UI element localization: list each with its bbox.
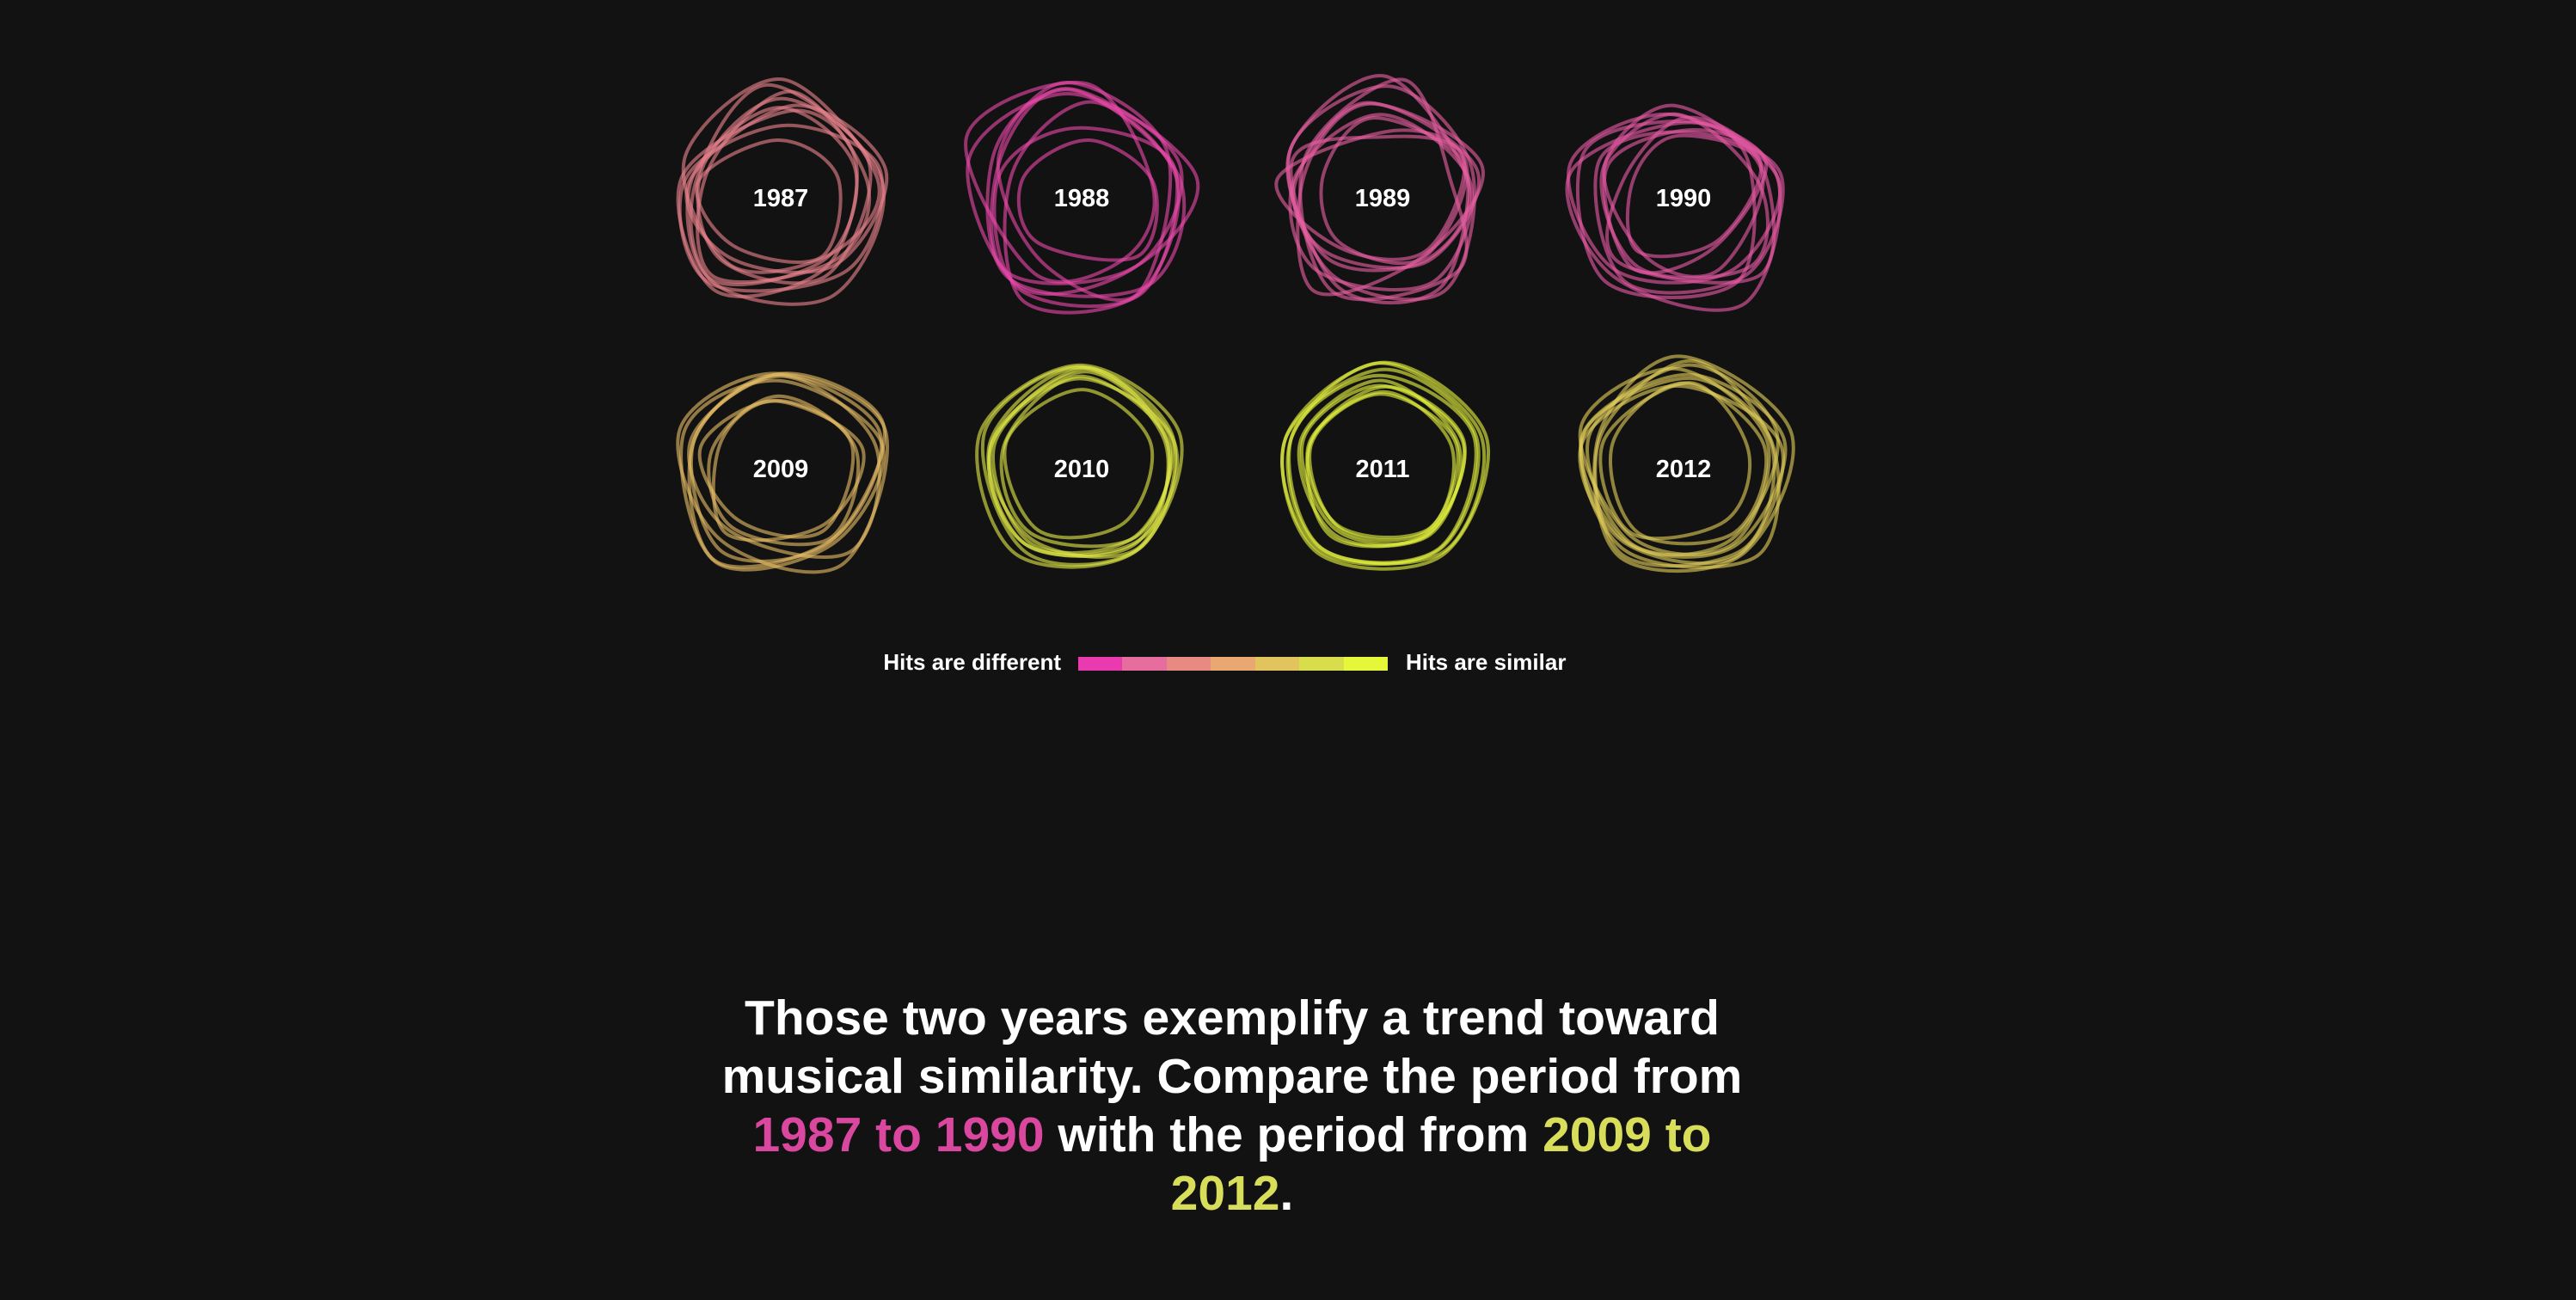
radar-glyph-2010: 2010 — [975, 363, 1184, 569]
radar-curve — [678, 123, 885, 293]
radar-curve — [1567, 112, 1782, 285]
legend-label-different: Hits are different — [883, 649, 1061, 675]
radar-glyph-2011: 2011 — [1280, 360, 1491, 571]
radar-curve — [996, 81, 1173, 302]
radar-curve — [1003, 100, 1181, 315]
radar-glyph-chart: 1987 1988 1989 1990 2009 2010 2011 2012 — [676, 74, 1795, 574]
year-label-1988: 1988 — [1054, 185, 1110, 212]
radar-curve — [1609, 381, 1769, 546]
radar-curve — [980, 365, 1178, 567]
radar-curve — [1593, 130, 1785, 295]
radar-curve — [676, 108, 859, 298]
legend-color-scale — [1078, 657, 1388, 671]
year-label-2012: 2012 — [1656, 456, 1712, 483]
caption-line-1: Those two years exemplify a trend toward — [745, 990, 1720, 1046]
radar-curve — [1602, 127, 1769, 275]
radar-curve — [711, 399, 866, 543]
radar-curve — [1593, 359, 1776, 568]
radar-glyph-1988: 1988 — [964, 80, 1200, 315]
radar-curve — [681, 77, 881, 274]
radar-curve — [1289, 134, 1470, 305]
radar-curve — [1592, 354, 1795, 573]
legend-swatch — [1254, 657, 1300, 671]
radar-glyph-1990: 1990 — [1565, 103, 1785, 312]
caption-end: . — [1279, 1166, 1294, 1221]
radar-curve — [696, 89, 872, 285]
radar-curve — [1280, 360, 1491, 571]
legend-swatch — [1299, 657, 1344, 671]
year-label-2011: 2011 — [1356, 456, 1410, 483]
year-label-2009: 2009 — [753, 456, 809, 483]
radar-curve — [966, 91, 1184, 296]
legend-swatch — [1343, 657, 1388, 671]
radar-curve — [1599, 112, 1769, 280]
radar-curve — [1598, 381, 1752, 541]
radar-curve — [707, 394, 861, 547]
caption-range-2009-2012: 2009 to 2012 — [1170, 1107, 1712, 1221]
radar-glyph-2012: 2012 — [1578, 354, 1795, 573]
caption-range-1987-1990: 1987 to 1990 — [752, 1107, 1045, 1162]
radar-curve — [1319, 116, 1469, 266]
radar-curve — [1625, 133, 1763, 259]
radar-curve — [964, 80, 1156, 284]
year-label-1990: 1990 — [1656, 185, 1712, 212]
radar-curve — [975, 363, 1184, 569]
radar-curve — [1579, 372, 1788, 559]
radar-curve — [987, 370, 1170, 559]
year-label-1989: 1989 — [1355, 185, 1411, 212]
radar-glyph-2009: 2009 — [676, 371, 889, 574]
radar-curve — [1300, 383, 1467, 546]
legend-swatch — [1211, 657, 1255, 671]
radar-curve — [1297, 378, 1463, 549]
radar-curve — [989, 87, 1200, 285]
year-label-1987: 1987 — [753, 185, 809, 212]
radar-curve — [1288, 113, 1475, 291]
radar-curve — [1003, 388, 1155, 540]
radar-glyph-1987: 1987 — [676, 77, 889, 306]
legend-label-similar: Hits are similar — [1406, 649, 1567, 675]
radar-curve — [695, 138, 843, 264]
radar-curve — [1296, 101, 1485, 297]
radar-curve — [1578, 366, 1771, 556]
radar-curve — [687, 373, 884, 569]
radar-curve — [689, 83, 886, 306]
caption-text: Those two years exemplify a trend toward… — [686, 989, 1778, 1223]
year-label-2010: 2010 — [1054, 456, 1110, 483]
legend-swatch — [1078, 657, 1123, 671]
legend-swatch — [1166, 657, 1211, 671]
radar-curve — [991, 377, 1175, 555]
radar-curve — [1578, 383, 1785, 566]
caption-line-2: musical similarity. Compare the period f… — [721, 1049, 1743, 1104]
radar-curve — [679, 378, 886, 572]
radar-glyph-1989: 1989 — [1274, 74, 1485, 305]
legend-swatch — [1122, 657, 1167, 671]
caption-middle: with the period from — [1044, 1107, 1543, 1162]
